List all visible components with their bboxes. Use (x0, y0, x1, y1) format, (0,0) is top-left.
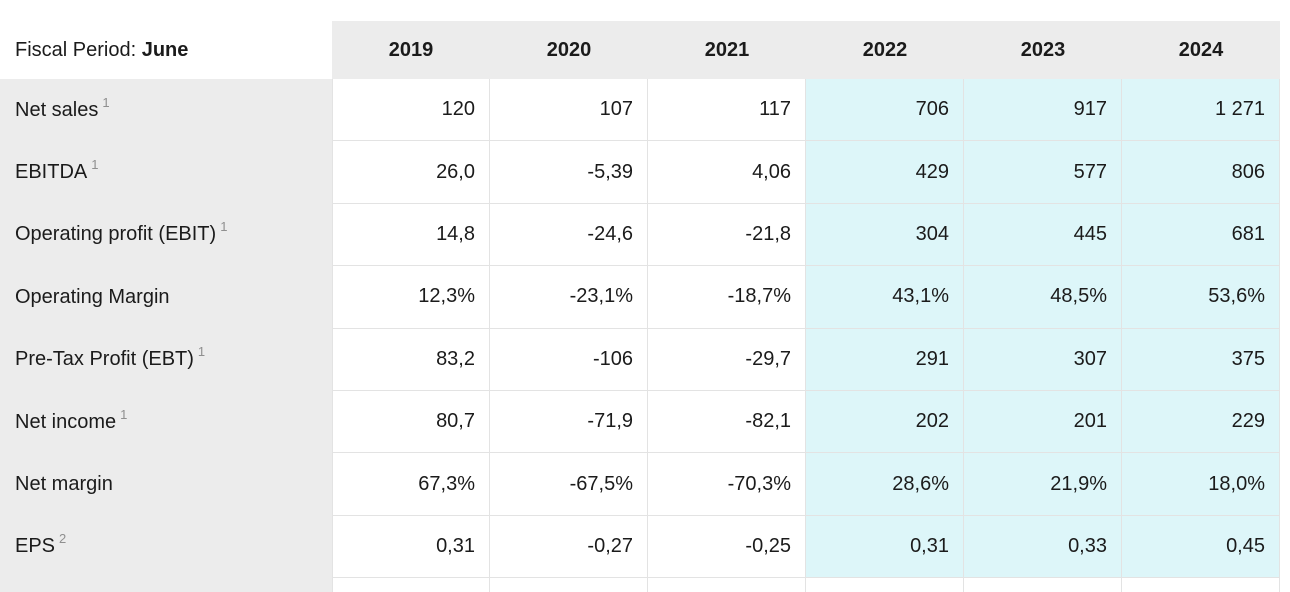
cell-net-sales-2023: 917 (964, 79, 1122, 142)
cell-net-margin-2020: -67,5% (490, 453, 648, 516)
partial-cell-2021 (648, 578, 806, 592)
cell-ebitda-2024: 806 (1122, 141, 1280, 204)
cell-pre-tax-profit-ebt-2022: 291 (806, 328, 964, 391)
row-label-text: Net margin (15, 473, 113, 496)
cell-net-income-2021: -82,1 (648, 390, 806, 454)
cell-net-sales-2022: 706 (806, 79, 964, 142)
fiscal-period-cell: Fiscal Period: June (0, 21, 332, 79)
row-label-text: Net income (15, 410, 117, 433)
cell-eps-2024: 0,45 (1122, 515, 1280, 579)
row-label-text: Net sales (15, 98, 99, 121)
cell-ebitda-2021: 4,06 (648, 141, 806, 204)
cell-operating-margin-2022: 43,1% (806, 266, 964, 329)
cell-operating-profit-ebit-2024: 681 (1122, 203, 1280, 267)
row-label-net-margin: Net margin (0, 453, 332, 516)
cell-net-margin-2023: 21,9% (964, 453, 1122, 516)
cell-net-income-2022: 202 (806, 390, 964, 454)
footnote-marker: 1 (120, 406, 128, 422)
cell-ebitda-2022: 429 (806, 141, 964, 204)
partial-cell-2024 (1122, 578, 1280, 592)
footnote-marker: 1 (91, 157, 99, 173)
cell-pre-tax-profit-ebt-2019: 83,2 (332, 328, 490, 391)
row-label-eps: EPS 2 (0, 515, 332, 579)
partial-cell-2023 (964, 578, 1122, 592)
row-label-text: Pre-Tax Profit (EBT) (15, 348, 194, 371)
cell-ebitda-2019: 26,0 (332, 141, 490, 204)
footnote-marker: 2 (59, 531, 67, 547)
footnote-marker: 1 (220, 219, 228, 235)
cell-operating-profit-ebit-2023: 445 (964, 203, 1122, 267)
fiscal-period-month: June (141, 38, 189, 61)
cell-operating-margin-2021: -18,7% (648, 266, 806, 329)
footnote-marker: 1 (197, 344, 206, 360)
cell-net-income-2023: 201 (964, 390, 1122, 454)
cell-net-sales-2024: 1 271 (1122, 79, 1280, 142)
footnote-marker: 1 (102, 94, 110, 110)
cell-operating-margin-2019: 12,3% (332, 266, 490, 329)
cell-ebitda-2023: 577 (964, 141, 1122, 204)
cell-operating-profit-ebit-2022: 304 (806, 203, 964, 267)
partial-cell-2020 (490, 578, 648, 592)
cell-net-sales-2020: 107 (490, 79, 648, 142)
cell-eps-2023: 0,33 (964, 515, 1122, 579)
cell-operating-margin-2023: 48,5% (964, 266, 1122, 329)
year-header-2023: 2023 (964, 21, 1122, 79)
cell-pre-tax-profit-ebt-2023: 307 (964, 328, 1122, 391)
row-label-net-income: Net income 1 (0, 390, 332, 454)
cell-eps-2020: -0,27 (490, 515, 648, 579)
cell-pre-tax-profit-ebt-2020: -106 (490, 328, 648, 391)
partial-cell-2019 (332, 578, 490, 592)
cell-operating-margin-2020: -23,1% (490, 266, 648, 329)
cell-net-sales-2021: 117 (648, 79, 806, 142)
row-label-text: Operating profit (EBIT) (15, 223, 217, 246)
cell-net-margin-2021: -70,3% (648, 453, 806, 516)
cell-net-margin-2024: 18,0% (1122, 453, 1280, 516)
fiscal-period-label: Fiscal Period: (15, 38, 137, 61)
year-header-2022: 2022 (806, 21, 964, 79)
year-header-2021: 2021 (648, 21, 806, 79)
year-header-2024: 2024 (1122, 21, 1280, 79)
cell-operating-profit-ebit-2019: 14,8 (332, 203, 490, 267)
row-label-text: Operating Margin (15, 285, 170, 308)
cell-eps-2022: 0,31 (806, 515, 964, 579)
row-label-operating-profit-ebit: Operating profit (EBIT) 1 (0, 203, 332, 267)
cell-net-margin-2019: 67,3% (332, 453, 490, 516)
cell-pre-tax-profit-ebt-2021: -29,7 (648, 328, 806, 391)
cell-operating-profit-ebit-2021: -21,8 (648, 203, 806, 267)
cell-net-margin-2022: 28,6% (806, 453, 964, 516)
row-label-pre-tax-profit-ebt: Pre-Tax Profit (EBT) 1 (0, 328, 332, 391)
row-label-text: EBITDA (15, 161, 88, 184)
cell-eps-2021: -0,25 (648, 515, 806, 579)
cell-pre-tax-profit-ebt-2024: 375 (1122, 328, 1280, 391)
cell-operating-margin-2024: 53,6% (1122, 266, 1280, 329)
cell-net-sales-2019: 120 (332, 79, 490, 142)
cell-net-income-2024: 229 (1122, 390, 1280, 454)
cell-operating-profit-ebit-2020: -24,6 (490, 203, 648, 267)
partial-row-label (0, 578, 332, 592)
year-header-2020: 2020 (490, 21, 648, 79)
cell-net-income-2020: -71,9 (490, 390, 648, 454)
year-header-2019: 2019 (332, 21, 490, 79)
cell-eps-2019: 0,31 (332, 515, 490, 579)
fiscal-table: Fiscal Period: June 2019 2020 2021 2022 2023… (0, 21, 1280, 592)
row-label-operating-margin: Operating Margin (0, 266, 332, 329)
row-label-text: EPS (15, 535, 56, 558)
partial-cell-2022 (806, 578, 964, 592)
cell-ebitda-2020: -5,39 (490, 141, 648, 204)
row-label-ebitda: EBITDA 1 (0, 141, 332, 204)
row-label-net-sales: Net sales 1 (0, 79, 332, 142)
cell-net-income-2019: 80,7 (332, 390, 490, 454)
